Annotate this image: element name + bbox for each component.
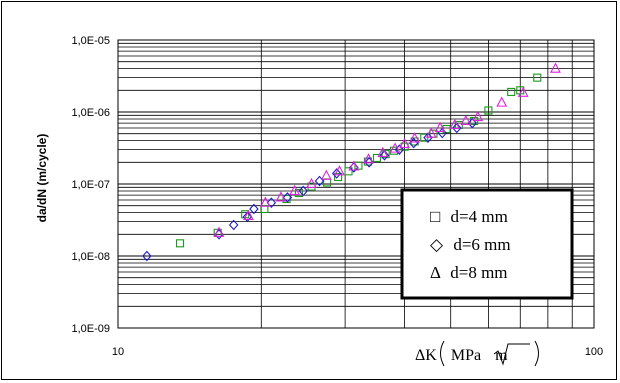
data-point-square: [533, 73, 542, 82]
data-point-triangle: [259, 196, 271, 207]
data-point-diamond: [379, 150, 390, 161]
legend-entry-d4: □ d=4 mm: [430, 207, 508, 226]
data-point-triangle: [306, 177, 317, 189]
data-point-triangle: [550, 62, 561, 73]
data-point-diamond: [266, 197, 277, 209]
data-point-triangle: [377, 146, 389, 157]
y-tick-label: 1,0E-06: [71, 107, 110, 119]
data-point-square: [294, 188, 304, 198]
data-point-triangle: [496, 96, 508, 107]
data-point-diamond: [242, 211, 253, 223]
legend-entry-d6: ◇ d=6 mm: [430, 235, 511, 254]
x-tick-label: 100: [585, 346, 603, 358]
data-point-triangle: [275, 191, 287, 202]
legend: □ d=4 mm ◇ d=6 mm Δ d=8 mm: [400, 188, 574, 300]
data-point-triangle: [434, 121, 446, 133]
data-points: [142, 62, 561, 262]
data-point-triangle: [334, 165, 345, 176]
data-point-diamond: [394, 144, 405, 155]
data-point-square: [484, 106, 493, 115]
data-point-diamond: [452, 122, 462, 134]
x-axis-label-prefix: ΔK: [415, 347, 437, 364]
data-point-triangle: [472, 110, 484, 122]
y-tick-label: 1,0E-09: [71, 323, 110, 335]
plot-area: [117, 39, 595, 329]
data-point-triangle: [389, 142, 401, 153]
x-axis-label-paren-right: [534, 340, 539, 367]
legend-square-icon: □: [430, 207, 440, 226]
data-point-triangle: [213, 226, 225, 237]
data-point-diamond: [423, 132, 433, 143]
data-point-triangle: [449, 118, 461, 130]
data-point-triangle: [243, 209, 254, 220]
data-point-triangle: [409, 132, 421, 143]
legend-triangle-icon: Δ: [430, 263, 441, 282]
data-point-triangle: [289, 184, 301, 196]
data-point-square: [372, 153, 382, 163]
y-tick-label: 1,0E-05: [71, 35, 110, 47]
legend-entry-d8: Δ d=8 mm: [430, 263, 508, 282]
data-point-diamond: [249, 203, 259, 215]
legend-box: [400, 188, 574, 300]
x-axis-label: ΔK MPa m: [415, 340, 539, 367]
x-axis-label-text: ΔK MPa m: [415, 347, 508, 364]
x-axis-label-unit: MPa: [451, 347, 481, 364]
data-point-diamond: [142, 250, 152, 262]
legend-diamond-icon: ◇: [430, 235, 444, 254]
data-point-square: [344, 167, 353, 176]
data-point-triangle: [399, 137, 410, 148]
data-point-triangle: [348, 160, 360, 171]
legend-label-d4: d=4 mm: [451, 207, 508, 226]
x-tick-labels: 10 100: [112, 346, 603, 358]
data-point-diamond: [282, 192, 293, 203]
x-axis-label-radical: [493, 343, 530, 366]
y-tick-labels: 1,0E-09 1,0E-08 1,0E-07 1,0E-06 1,0E-05: [71, 35, 110, 335]
data-point-diamond: [228, 219, 239, 231]
x-tick-label: 10: [112, 346, 124, 358]
data-point-square: [260, 204, 269, 214]
legend-label-d6: d=6 mm: [453, 235, 510, 254]
data-point-triangle: [320, 169, 332, 180]
data-point-square: [175, 239, 185, 248]
data-point-square: [507, 87, 516, 96]
data-point-diamond: [331, 168, 342, 179]
y-axis-label: da/dN (m/cycle): [35, 134, 49, 223]
data-point-square: [334, 172, 343, 182]
data-point-triangle: [517, 86, 529, 97]
y-tick-label: 1,0E-07: [71, 179, 110, 191]
data-point-triangle: [425, 127, 437, 138]
data-point-square: [389, 146, 399, 155]
x-axis-label-paren-left: [440, 340, 445, 367]
data-point-triangle: [363, 153, 374, 164]
legend-label-d8: d=8 mm: [450, 263, 507, 282]
data-point-square: [323, 178, 332, 187]
data-point-triangle: [460, 114, 472, 126]
data-point-diamond: [298, 185, 308, 197]
data-point-diamond: [467, 117, 478, 129]
y-tick-label: 1,0E-08: [71, 251, 110, 263]
